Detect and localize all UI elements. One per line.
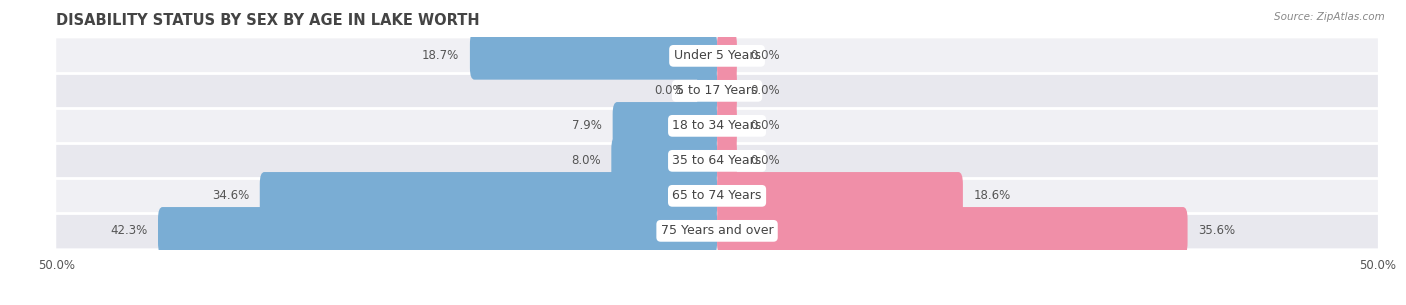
FancyBboxPatch shape	[56, 108, 1378, 143]
FancyBboxPatch shape	[56, 178, 1378, 213]
FancyBboxPatch shape	[56, 214, 1378, 248]
FancyBboxPatch shape	[717, 102, 737, 150]
FancyBboxPatch shape	[260, 172, 717, 220]
Text: 75 Years and over: 75 Years and over	[661, 224, 773, 237]
Text: 0.0%: 0.0%	[751, 154, 780, 167]
Text: 35 to 64 Years: 35 to 64 Years	[672, 154, 762, 167]
FancyBboxPatch shape	[717, 137, 737, 185]
FancyBboxPatch shape	[470, 32, 717, 80]
FancyBboxPatch shape	[717, 207, 1188, 255]
Text: 8.0%: 8.0%	[571, 154, 600, 167]
Text: Source: ZipAtlas.com: Source: ZipAtlas.com	[1274, 12, 1385, 22]
FancyBboxPatch shape	[56, 38, 1378, 73]
Text: 7.9%: 7.9%	[572, 119, 602, 132]
Text: Under 5 Years: Under 5 Years	[673, 49, 761, 62]
FancyBboxPatch shape	[157, 207, 717, 255]
Text: 34.6%: 34.6%	[212, 189, 249, 202]
Text: 18 to 34 Years: 18 to 34 Years	[672, 119, 762, 132]
FancyBboxPatch shape	[613, 102, 717, 150]
FancyBboxPatch shape	[717, 32, 737, 80]
FancyBboxPatch shape	[56, 143, 1378, 178]
Text: 42.3%: 42.3%	[110, 224, 148, 237]
Text: 18.7%: 18.7%	[422, 49, 460, 62]
FancyBboxPatch shape	[612, 137, 717, 185]
FancyBboxPatch shape	[697, 67, 717, 115]
Text: 0.0%: 0.0%	[751, 49, 780, 62]
Text: 65 to 74 Years: 65 to 74 Years	[672, 189, 762, 202]
FancyBboxPatch shape	[717, 172, 963, 220]
FancyBboxPatch shape	[56, 73, 1378, 108]
Text: 0.0%: 0.0%	[654, 84, 685, 97]
Text: 18.6%: 18.6%	[973, 189, 1011, 202]
Text: DISABILITY STATUS BY SEX BY AGE IN LAKE WORTH: DISABILITY STATUS BY SEX BY AGE IN LAKE …	[56, 13, 479, 28]
FancyBboxPatch shape	[717, 67, 737, 115]
Text: 0.0%: 0.0%	[751, 119, 780, 132]
Text: 35.6%: 35.6%	[1198, 224, 1236, 237]
Text: 0.0%: 0.0%	[751, 84, 780, 97]
Text: 5 to 17 Years: 5 to 17 Years	[676, 84, 758, 97]
